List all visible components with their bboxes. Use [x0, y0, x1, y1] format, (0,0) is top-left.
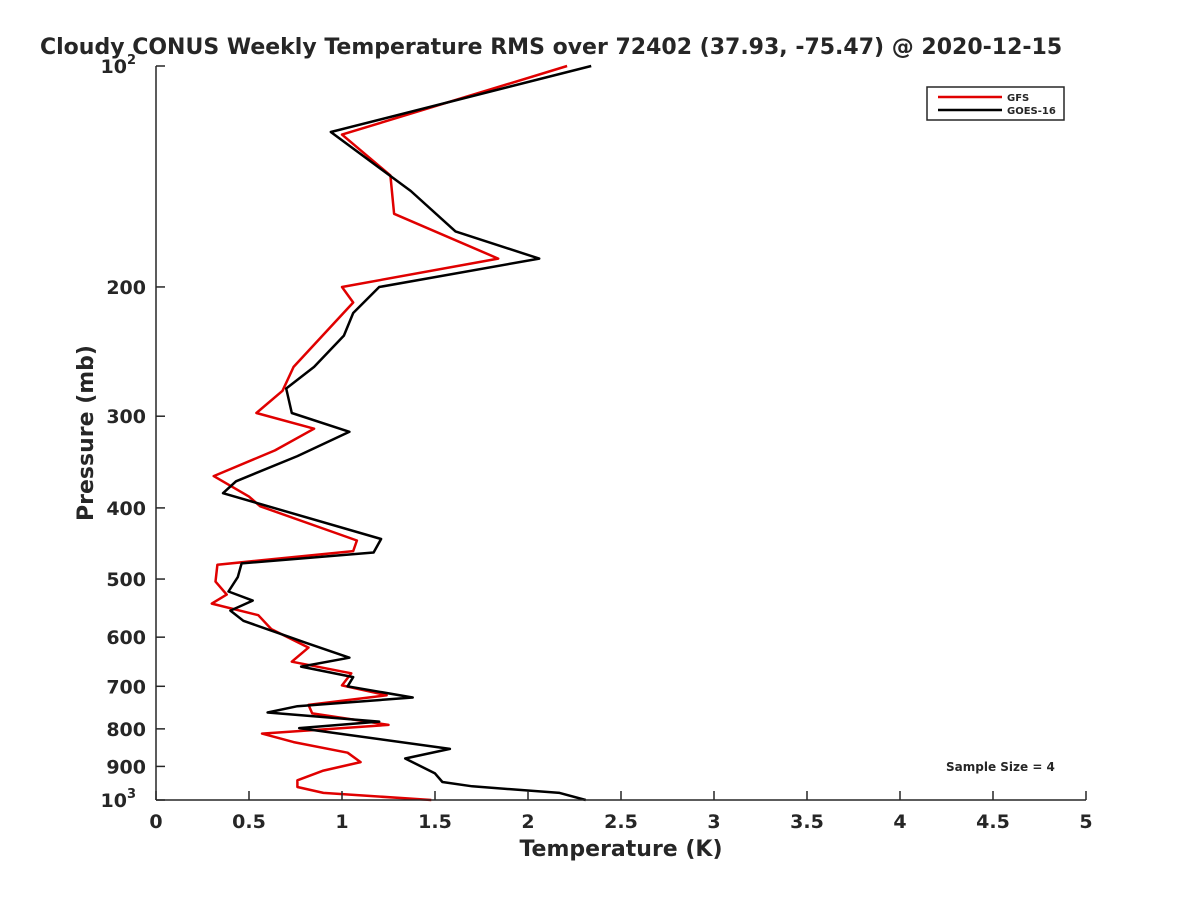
x-tick-label: 4 — [893, 811, 906, 833]
x-tick-label: 4.5 — [976, 811, 1010, 833]
y-tick-label: 102 — [101, 53, 137, 78]
y-tick-base: 800 — [106, 719, 146, 741]
y-tick-label: 500 — [106, 569, 146, 591]
y-tick-label: 700 — [106, 676, 146, 698]
y-tick-base: 200 — [106, 277, 146, 299]
x-axis-label: Temperature (K) — [519, 837, 722, 862]
x-ticks: 0 0.5 1 1.5 2 2.5 3 3.5 4 4.5 5 — [149, 791, 1093, 833]
y-tick-base: 10 — [101, 790, 127, 812]
y-tick-base: 10 — [101, 56, 127, 78]
series-layer — [210, 64, 592, 802]
sample-size-annotation: Sample Size = 4 — [946, 760, 1055, 774]
legend-label-gfs: GFS — [1007, 93, 1029, 104]
x-tick-label: 3 — [707, 811, 720, 833]
plot-area: GFS GOES-16 Sample Size = 4 0 0.5 1 1.5 2 2.5… — [101, 53, 1093, 833]
x-tick-label: 5 — [1079, 811, 1092, 833]
y-tick-base: 300 — [106, 406, 146, 428]
chart-title: Cloudy CONUS Weekly Temperature RMS over… — [40, 35, 1062, 60]
y-tick-base: 700 — [106, 676, 146, 698]
y-tick-exponent: 2 — [127, 53, 136, 68]
legend-box — [926, 86, 1065, 121]
y-tick-base: 400 — [106, 498, 146, 520]
y-tick-label: 400 — [106, 498, 146, 520]
x-tick-label: 3.5 — [790, 811, 824, 833]
x-tick-label: 2 — [521, 811, 534, 833]
y-tick-base: 900 — [106, 756, 146, 778]
y-tick-label: 600 — [106, 627, 146, 649]
x-tick-label: 0 — [149, 811, 162, 833]
y-tick-label: 200 — [106, 277, 146, 299]
x-tick-label: 1.5 — [418, 811, 452, 833]
legend-label-goes16: GOES-16 — [1007, 106, 1056, 117]
y-tick-exponent: 3 — [127, 787, 136, 802]
y-tick-label: 900 — [106, 756, 146, 778]
y-tick-label: 800 — [106, 719, 146, 741]
y-tick-base: 500 — [106, 569, 146, 591]
x-tick-label: 1 — [335, 811, 348, 833]
axes: 0 0.5 1 1.5 2 2.5 3 3.5 4 4.5 5 102200300400500600… — [101, 53, 1093, 833]
x-tick-label: 0.5 — [232, 811, 266, 833]
y-axis-label: Pressure (mb) — [74, 345, 99, 521]
y-tick-label: 300 — [106, 406, 146, 428]
series-line-goes16 — [221, 64, 592, 802]
y-tick-base: 600 — [106, 627, 146, 649]
legend: GFS GOES-16 — [926, 86, 1065, 121]
y-tick-label: 103 — [101, 787, 137, 812]
x-tick-label: 2.5 — [604, 811, 638, 833]
series-line-gfs — [210, 64, 568, 802]
